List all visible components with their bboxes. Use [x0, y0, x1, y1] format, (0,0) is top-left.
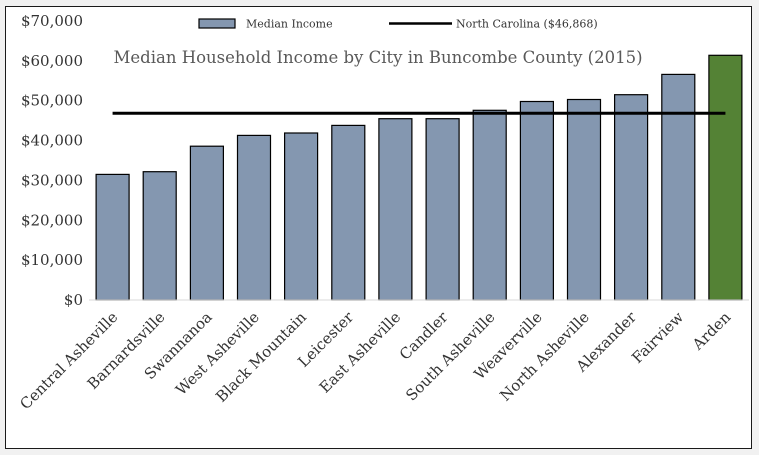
x-tick-label: Fairview	[628, 308, 687, 367]
bar	[519, 100, 555, 301]
bar	[661, 73, 696, 301]
legend-swatch-median-income	[198, 18, 236, 29]
chart-frame: $0 $10,000 $20,000 $30,000 $40,000 $50,000 $60…	[5, 6, 752, 449]
bar	[425, 118, 460, 301]
bar	[708, 54, 743, 301]
y-tick-label: $40,000	[21, 132, 83, 150]
y-tick-label: $70,000	[21, 12, 83, 30]
bar	[378, 118, 413, 301]
bar	[613, 94, 649, 301]
x-tick-label: East Asheville	[316, 308, 405, 397]
y-tick-label: $10,000	[21, 251, 83, 269]
chart-title: Median Household Income by City in Bunco…	[113, 48, 642, 67]
legend: Median Income North Carolina ($46,868)	[198, 18, 598, 31]
bar	[284, 132, 319, 301]
x-axis: Central AshevilleBarnardsvilleSwannanoaW…	[16, 308, 734, 414]
bar	[142, 171, 177, 301]
y-tick-label: $30,000	[21, 171, 83, 189]
bar	[189, 145, 224, 301]
legend-label-median-income: Median Income	[246, 18, 333, 31]
bar	[236, 134, 272, 301]
y-tick-label: $0	[64, 291, 83, 309]
bar-chart: $0 $10,000 $20,000 $30,000 $40,000 $50,000 $60…	[16, 12, 749, 414]
bars	[95, 54, 743, 301]
y-axis: $0 $10,000 $20,000 $30,000 $40,000 $50,000 $60…	[21, 12, 83, 309]
bar	[566, 98, 602, 301]
x-tick-label: Arden	[688, 308, 734, 354]
bar	[331, 124, 366, 301]
y-tick-label: $50,000	[21, 92, 83, 110]
legend-label-north-carolina: North Carolina ($46,868)	[456, 18, 598, 31]
y-tick-label: $60,000	[21, 52, 83, 70]
x-tick-label: West Asheville	[172, 308, 263, 399]
y-tick-label: $20,000	[21, 211, 83, 229]
bar	[95, 173, 130, 301]
bar	[472, 109, 507, 301]
